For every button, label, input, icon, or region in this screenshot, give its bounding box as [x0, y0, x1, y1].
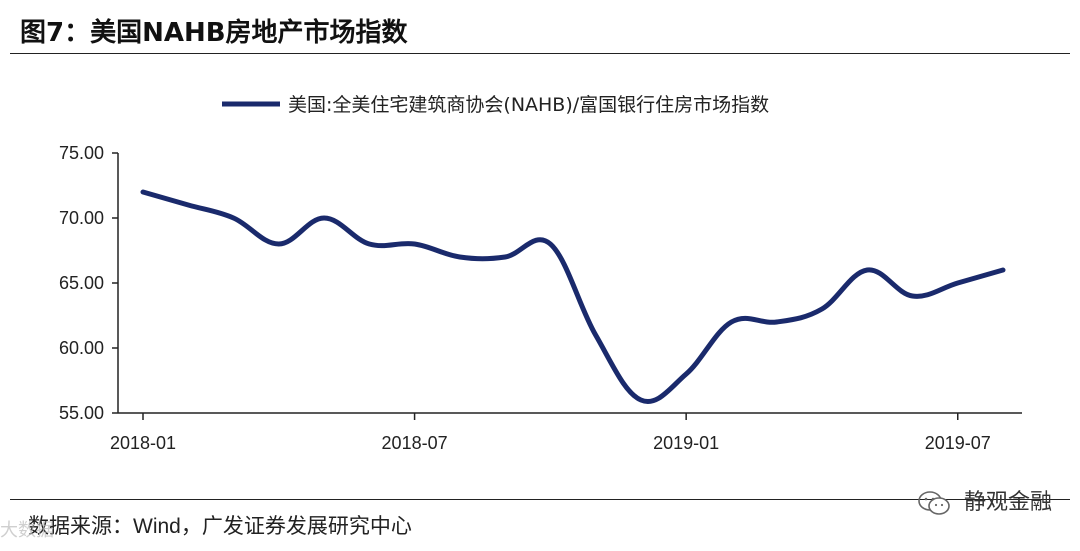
x-tick-label: 2018-07: [382, 433, 448, 453]
x-axis-ticks: 2018-01 2018-07 2019-01 2019-07: [110, 413, 991, 453]
y-tick-label: 60.00: [59, 338, 104, 358]
x-tick-label: 2019-07: [925, 433, 991, 453]
series-line: [140, 189, 1006, 404]
watermark-brand: 静观金融: [917, 484, 1052, 516]
chart-legend: 美国:全美住宅建筑商协会(NAHB)/富国银行住房市场指数: [222, 94, 769, 116]
source-note: 数据来源：Wind，广发证券发展研究中心: [28, 515, 412, 538]
legend-label: 美国:全美住宅建筑商协会(NAHB)/富国银行住房市场指数: [288, 94, 769, 116]
y-axis-ticks: 75.00 70.00 65.00 60.00 55.00: [59, 143, 118, 423]
wechat-icon: [918, 491, 950, 515]
x-tick-label: 2019-01: [653, 433, 719, 453]
y-tick-label: 75.00: [59, 143, 104, 163]
top-divider: [10, 53, 1070, 54]
y-tick-label: 70.00: [59, 208, 104, 228]
line-chart: 美国:全美住宅建筑商协会(NAHB)/富国银行住房市场指数 75.00 70.00…: [59, 94, 1022, 453]
x-tick-label: 2018-01: [110, 433, 176, 453]
watermark-left: 大数据: [0, 520, 54, 541]
bottom-divider: [10, 499, 1070, 500]
figure-title: 图7：美国NAHB房地产市场指数: [20, 18, 408, 48]
watermark-brand-text: 静观金融: [963, 490, 1052, 515]
y-tick-label: 55.00: [59, 403, 104, 423]
y-tick-label: 65.00: [59, 273, 104, 293]
